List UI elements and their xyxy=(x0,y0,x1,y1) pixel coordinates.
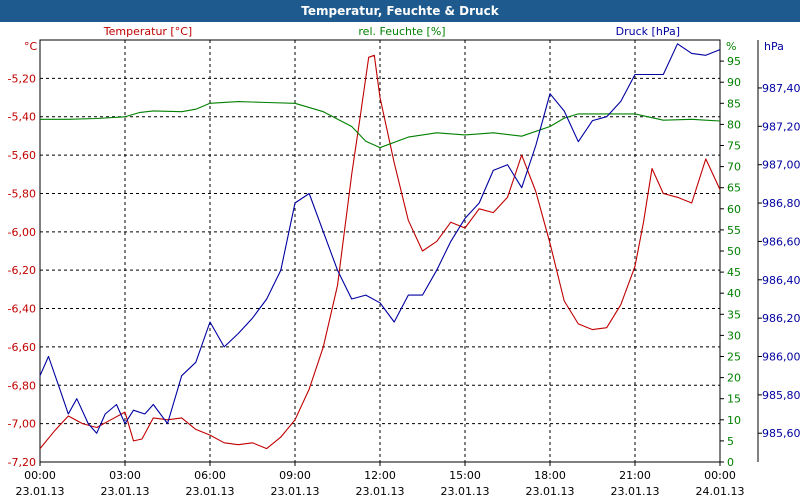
humidity-tick-label: 30 xyxy=(727,329,741,342)
x-tick-date: 23.01.13 xyxy=(441,485,490,498)
humidity-tick-label: 10 xyxy=(727,414,741,427)
x-tick-time: 15:00 xyxy=(449,469,481,482)
humidity-axis-unit: % xyxy=(726,40,736,53)
chart-svg: 00:00 23.01.13 03:00 23.01.13 06:00 23.01.13 0… xyxy=(8,25,800,498)
humidity-tick-label: 65 xyxy=(727,182,741,195)
temperature-tick-label: -5,40 xyxy=(8,111,36,124)
series-line-temperature xyxy=(39,54,721,450)
x-tick-date: 24.01.13 xyxy=(696,485,745,498)
pressure-tick-label: 987,00 xyxy=(762,159,800,172)
humidity-tick-label: 0 xyxy=(727,456,734,469)
humidity-tick-label: 70 xyxy=(727,161,741,174)
pressure-tick-label: 986,20 xyxy=(762,312,800,325)
x-tick-date: 23.01.13 xyxy=(356,485,405,498)
legend-label: rel. Feuchte [%] xyxy=(358,25,445,38)
pressure-tick-label: 986,40 xyxy=(762,274,800,287)
pressure-tick-label: 986,60 xyxy=(762,235,800,248)
x-tick-time: 00:00 xyxy=(704,469,736,482)
humidity-tick-label: 80 xyxy=(727,118,741,131)
humidity-tick-label: 90 xyxy=(727,76,741,89)
x-tick-date: 23.01.13 xyxy=(186,485,235,498)
temperature-tick-label: -7,00 xyxy=(8,418,36,431)
humidity-tick-label: 35 xyxy=(727,308,741,321)
humidity-tick-label: 20 xyxy=(727,372,741,385)
x-tick-date: 23.01.13 xyxy=(271,485,320,498)
temperature-tick-label: -5,80 xyxy=(8,187,36,200)
humidity-tick-label: 85 xyxy=(727,97,741,110)
x-tick-date: 23.01.13 xyxy=(526,485,575,498)
temperature-tick-label: -6,40 xyxy=(8,303,36,316)
x-tick-time: 03:00 xyxy=(109,469,141,482)
temperature-tick-label: -6,00 xyxy=(8,226,36,239)
x-tick-time: 00:00 xyxy=(24,469,56,482)
humidity-tick-label: 5 xyxy=(727,435,734,448)
pressure-tick-label: 986,80 xyxy=(762,197,800,210)
x-tick-time: 21:00 xyxy=(619,469,651,482)
series-line-humidity xyxy=(40,101,721,149)
x-tick-date: 23.01.13 xyxy=(611,485,660,498)
legend-label: Temperatur [°C] xyxy=(103,25,192,38)
x-tick-time: 12:00 xyxy=(364,469,396,482)
x-tick-time: 09:00 xyxy=(279,469,311,482)
x-tick-date: 23.01.13 xyxy=(16,485,65,498)
humidity-tick-label: 50 xyxy=(727,245,741,258)
humidity-tick-label: 75 xyxy=(727,140,741,153)
temperature-tick-label: -5,60 xyxy=(8,149,36,162)
x-tick-time: 06:00 xyxy=(194,469,226,482)
x-tick-time: 18:00 xyxy=(534,469,566,482)
temperature-tick-label: -6,60 xyxy=(8,341,36,354)
temperature-axis-unit: °C xyxy=(24,40,38,53)
series-line-pressure xyxy=(39,43,721,434)
humidity-tick-label: 15 xyxy=(727,393,741,406)
humidity-tick-label: 40 xyxy=(727,287,741,300)
pressure-tick-label: 985,60 xyxy=(762,427,800,440)
humidity-tick-label: 25 xyxy=(727,351,741,364)
humidity-tick-label: 60 xyxy=(727,203,741,216)
humidity-tick-label: 95 xyxy=(727,55,741,68)
temperature-tick-label: -5,20 xyxy=(8,72,36,85)
pressure-tick-label: 987,40 xyxy=(762,82,800,95)
temperature-tick-label: -6,80 xyxy=(8,379,36,392)
temperature-tick-label: -6,20 xyxy=(8,264,36,277)
humidity-tick-label: 45 xyxy=(727,266,741,279)
pressure-axis-unit: hPa xyxy=(764,40,784,53)
pressure-tick-label: 986,00 xyxy=(762,351,800,364)
temperature-tick-label: -7,20 xyxy=(8,456,36,469)
humidity-tick-label: 55 xyxy=(727,224,741,237)
pressure-tick-label: 987,20 xyxy=(762,120,800,133)
chart-title: Temperatur, Feuchte & Druck xyxy=(0,0,800,22)
legend-label: Druck [hPa] xyxy=(616,25,680,38)
pressure-tick-label: 985,80 xyxy=(762,389,800,402)
x-tick-date: 23.01.13 xyxy=(101,485,150,498)
